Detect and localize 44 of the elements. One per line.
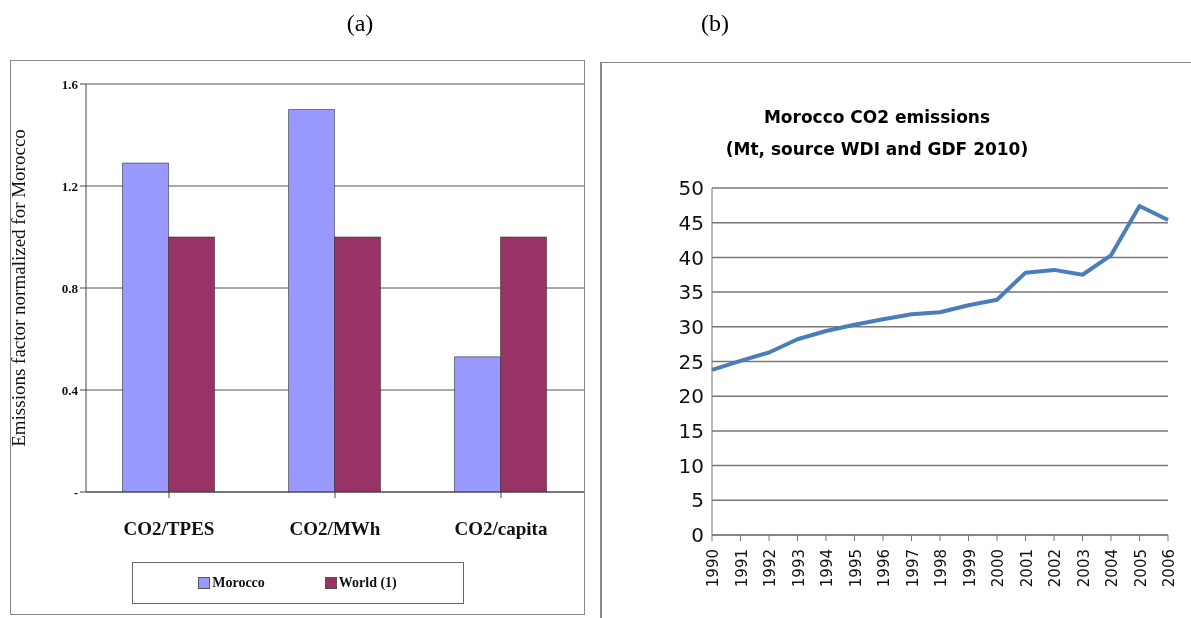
y-tick-label: 20 [678, 384, 704, 409]
x-tick-label: 1993 [789, 549, 808, 588]
x-tick-label: 1992 [761, 549, 779, 588]
x-tick-label: 2006 [1160, 549, 1178, 588]
y-tick-label: 0.8 [61, 280, 79, 296]
y-tick-label: 40 [678, 245, 704, 270]
y-tick-label: 1.6 [61, 76, 79, 92]
line-series [710, 204, 1170, 372]
x-tick-label: 2004 [1103, 549, 1121, 588]
x-tick-label: 1994 [818, 549, 836, 588]
y-tick-label: 1.2 [61, 178, 78, 194]
x-tick-label: CO2/TPES [123, 518, 215, 540]
y-tick-label: 5 [691, 488, 704, 513]
y-axis-title: Emissions factor normalized for Morocco [7, 129, 29, 447]
x-tick-label: 1998 [932, 549, 950, 588]
legend-label: Morocco [211, 575, 265, 591]
y-tick-label: 10 [678, 453, 704, 478]
y-tick-label: - [73, 484, 78, 500]
legend-label: World (1) [337, 575, 397, 591]
x-tick-label: 2000 [989, 549, 1007, 588]
chart-title: Morocco CO2 emissions [762, 106, 992, 129]
x-tick-label: CO2/capita [454, 518, 548, 540]
x-tick-label: CO2/MWh [289, 518, 381, 540]
x-tick-label: 1995 [846, 549, 865, 588]
chart-subtitle: (Mt, source WDI and GDF 2010) [724, 138, 1030, 161]
y-tick-label: 45 [678, 210, 704, 235]
x-tick-label: 2005 [1131, 549, 1150, 588]
y-tick-label: 30 [678, 314, 704, 339]
x-tick-label: 1991 [732, 549, 751, 588]
x-tick-label: 2003 [1074, 549, 1093, 588]
y-tick-label: 0 [691, 523, 704, 548]
x-tick-label: 1997 [903, 549, 922, 588]
y-tick-label: 25 [678, 349, 704, 374]
y-tick-label: 35 [678, 280, 704, 305]
y-tick-label: 50 [678, 176, 704, 201]
text: (b) [700, 10, 730, 37]
x-tick-label: 1990 [704, 549, 722, 588]
y-tick-label: 15 [678, 419, 704, 443]
x-tick-label: 1999 [960, 549, 979, 588]
x-tick-label: 2002 [1046, 549, 1064, 588]
text: (a) [346, 10, 374, 36]
y-tick-label: 0.4 [61, 382, 79, 398]
x-tick-label: 1996 [875, 549, 893, 588]
x-tick-label: 2001 [1017, 549, 1036, 588]
